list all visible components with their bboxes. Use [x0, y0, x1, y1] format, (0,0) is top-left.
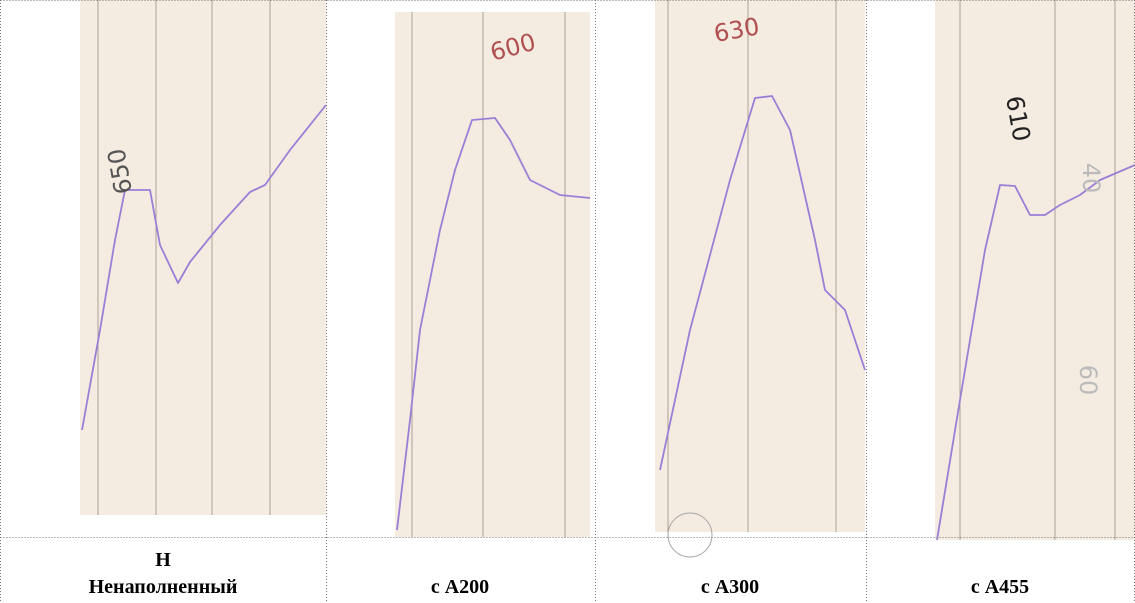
spectrum-scan: 610 40 60 — [935, 0, 1135, 541]
spectrum-scan: 600 — [395, 12, 591, 537]
caption: с А455 — [971, 576, 1029, 598]
caption: с А200 — [431, 576, 489, 598]
caption: с А300 — [701, 576, 759, 598]
faint-mark: 60 — [1074, 365, 1102, 396]
faint-mark: 40 — [1077, 163, 1105, 194]
paper — [655, 0, 865, 532]
paper — [80, 0, 326, 515]
caption: Ненаполненный — [89, 576, 238, 598]
curve — [936, 164, 1135, 541]
paper — [935, 0, 1135, 540]
curve — [659, 95, 866, 471]
paper — [395, 12, 590, 537]
spectrum-scan: 630 — [655, 0, 866, 558]
caption: Н — [155, 549, 171, 571]
curve — [396, 117, 591, 531]
curve — [81, 104, 327, 431]
spectrum-scan: 650 — [80, 0, 327, 515]
stamp — [667, 512, 713, 558]
